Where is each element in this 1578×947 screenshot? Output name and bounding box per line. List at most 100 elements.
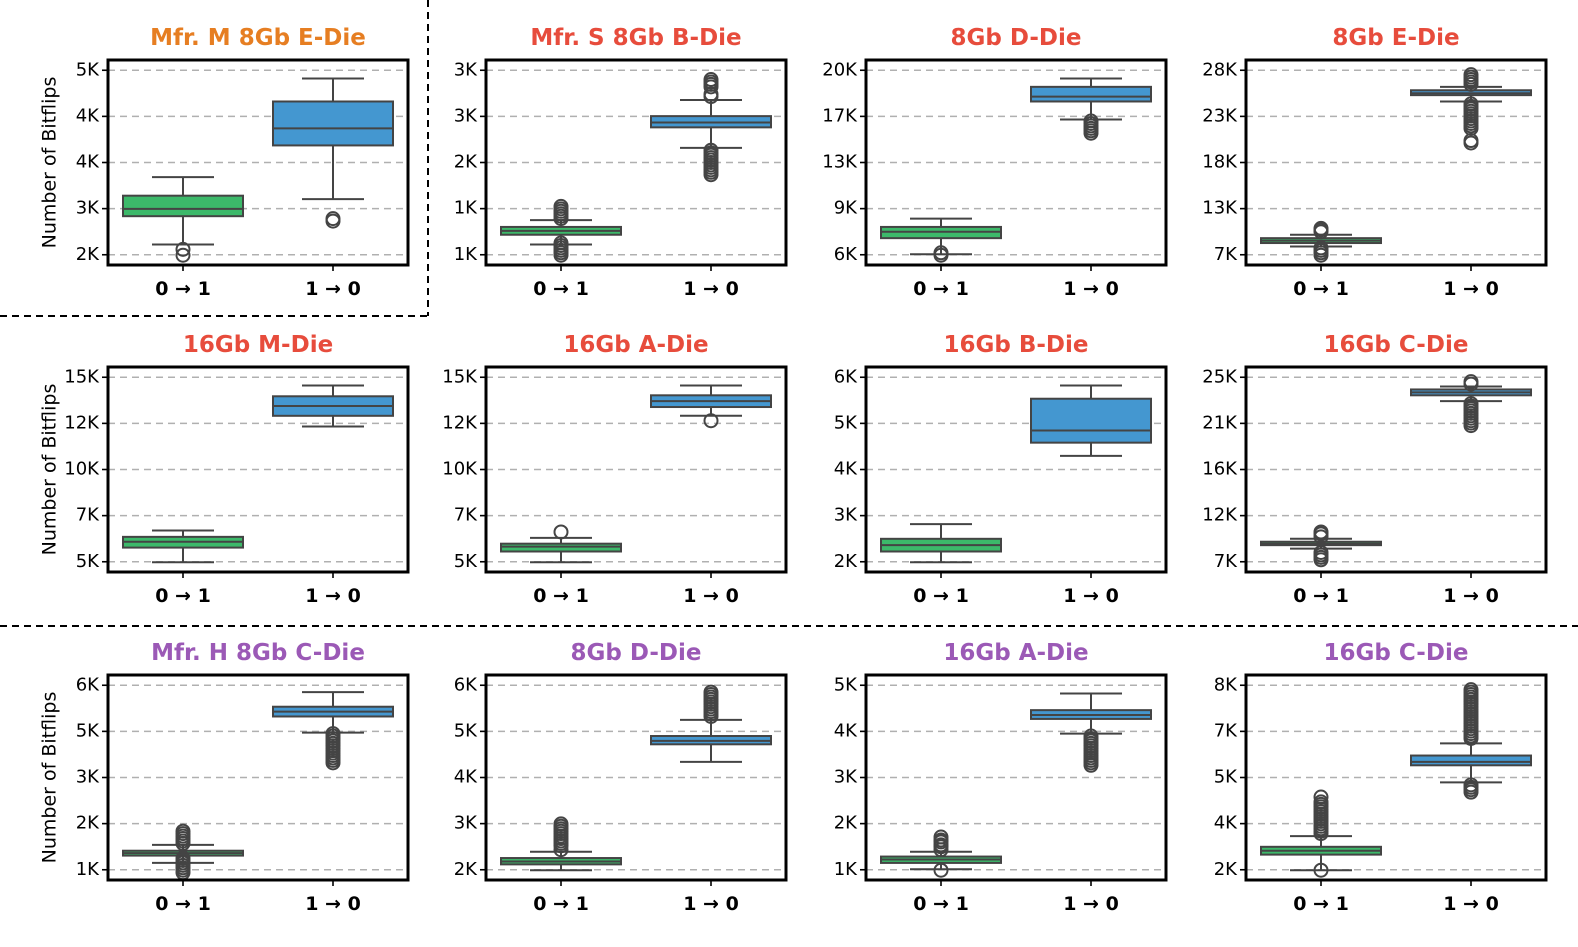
x-tick-label: 1 → 0: [1063, 585, 1119, 607]
box-1to0: [1410, 374, 1532, 434]
outlier-point: [1463, 777, 1479, 793]
x-tick-label: 0 → 1: [913, 893, 969, 915]
box-1to0: [272, 691, 394, 771]
y-tick-label: 2K: [454, 859, 478, 880]
y-tick-label: 3K: [76, 767, 100, 788]
outlier-point: [1313, 789, 1329, 805]
box-0to1: [122, 823, 244, 881]
chart-panel-5: 16Gb M-Die Number of Bitflips 5K 7K 10K 12K 15…: [39, 332, 410, 607]
y-tick-label: 5K: [76, 720, 100, 741]
box-1to0: [1410, 67, 1532, 151]
y-tick-label: 9K: [834, 198, 858, 219]
y-tick-label: 6K: [76, 674, 100, 695]
box-1to0: [650, 684, 772, 763]
y-tick-label: 6K: [454, 674, 478, 695]
x-tick-label: 1 → 0: [1443, 893, 1499, 915]
panel-title: 8Gb D-Die: [571, 640, 702, 666]
y-tick-label: 12K: [1202, 505, 1238, 526]
plot-frame: [864, 365, 1168, 574]
plot-frame: [864, 673, 1168, 882]
y-tick-label: 4K: [454, 767, 478, 788]
y-tick-label: 5K: [1214, 767, 1238, 788]
y-tick-label: 10K: [64, 459, 100, 480]
box-0to1: [500, 198, 622, 263]
outlier-point: [553, 816, 569, 832]
y-tick-label: 5K: [454, 720, 478, 741]
outlier-point: [325, 726, 341, 742]
box-1to0: [1030, 384, 1152, 457]
panel-title: 16Gb C-Die: [1324, 640, 1469, 666]
y-tick-label: 7K: [1214, 244, 1238, 265]
outlier-point: [1313, 240, 1329, 256]
chart-panel-2: Mfr. S 8Gb B-Die 1K 1K 2K 3K 3K 0 → 1 1 → 0: [454, 25, 788, 300]
outlier-point: [325, 211, 341, 227]
outlier-point: [553, 198, 569, 214]
panel-title: 16Gb C-Die: [1324, 332, 1469, 358]
outlier-point: [1463, 682, 1479, 698]
y-tick-label: 1K: [454, 198, 478, 219]
y-axis-label: Number of Bitflips: [39, 692, 61, 864]
x-tick-label: 0 → 1: [1293, 278, 1349, 300]
outlier-point: [175, 241, 191, 257]
y-tick-label: 6K: [834, 244, 858, 265]
y-tick-label: 15K: [442, 366, 478, 387]
box-iqr: [272, 100, 394, 147]
y-tick-label: 21K: [1202, 412, 1238, 433]
outlier-point: [1313, 524, 1329, 540]
plot-frame: [484, 673, 788, 882]
outlier-point: [1083, 728, 1099, 744]
plot-frame: [864, 58, 1168, 267]
chart-panel-4: 8Gb E-Die 7K 13K 18K 23K 28K 0 → 1 1 → 0: [1202, 25, 1548, 300]
outlier-point: [933, 862, 949, 878]
outlier-point: [703, 413, 719, 429]
plot-frame: [1244, 365, 1548, 574]
x-tick-label: 0 → 1: [1293, 893, 1349, 915]
panel-title: Mfr. S 8Gb B-Die: [530, 25, 741, 51]
y-tick-label: 2K: [834, 813, 858, 834]
y-tick-label: 7K: [1214, 720, 1238, 741]
plot-frame: [1244, 58, 1548, 267]
box-iqr: [1030, 85, 1152, 103]
y-tick-label: 5K: [454, 551, 478, 572]
outlier-point: [1463, 96, 1479, 112]
plot-frame: [106, 365, 410, 574]
outlier-point: [1463, 396, 1479, 412]
y-tick-label: 1K: [76, 859, 100, 880]
box-iqr: [1030, 397, 1152, 444]
x-tick-label: 0 → 1: [155, 585, 211, 607]
box-0to1: [880, 829, 1002, 878]
y-tick-label: 3K: [834, 767, 858, 788]
chart-panel-10: 8Gb D-Die 2K 3K 4K 5K 6K 0 → 1 1 → 0: [454, 640, 788, 915]
x-tick-label: 1 → 0: [305, 278, 361, 300]
outlier-point: [175, 247, 191, 263]
x-tick-label: 1 → 0: [1063, 278, 1119, 300]
box-0to1: [500, 816, 622, 872]
chart-panel-9: Mfr. H 8Gb C-Die Number of Bitflips 1K 2K 3K…: [39, 640, 410, 915]
plot-frame: [106, 673, 410, 882]
outlier-point: [553, 235, 569, 251]
panel-title: 16Gb B-Die: [943, 332, 1088, 358]
y-tick-label: 4K: [834, 459, 858, 480]
y-tick-label: 2K: [76, 813, 100, 834]
y-tick-label: 15K: [64, 366, 100, 387]
chart-panel-1: Mfr. M 8Gb E-Die Number of Bitflips 2K 3K 4K…: [39, 25, 410, 300]
box-1to0: [272, 77, 394, 229]
y-tick-label: 7K: [454, 505, 478, 526]
y-tick-label: 5K: [834, 674, 858, 695]
chart-panel-3: 8Gb D-Die 6K 9K 13K 17K 20K 0 → 1 1 → 0: [822, 25, 1168, 300]
panels: Mfr. M 8Gb E-Die Number of Bitflips 2K 3K 4K…: [39, 25, 1548, 915]
box-1to0: [650, 72, 772, 183]
outlier-point: [553, 524, 569, 540]
y-tick-label: 3K: [834, 505, 858, 526]
x-tick-label: 1 → 0: [1063, 893, 1119, 915]
y-tick-label: 2K: [1214, 859, 1238, 880]
x-tick-label: 0 → 1: [155, 893, 211, 915]
y-tick-label: 2K: [454, 152, 478, 173]
y-tick-label: 12K: [64, 412, 100, 433]
outlier-point: [1313, 544, 1329, 560]
panel-title: 8Gb E-Die: [1332, 25, 1459, 51]
chart-panel-11: 16Gb A-Die 1K 2K 3K 4K 5K 0 → 1 1 → 0: [834, 640, 1168, 915]
y-tick-label: 16K: [1202, 459, 1238, 480]
y-tick-label: 3K: [76, 198, 100, 219]
x-tick-label: 1 → 0: [305, 893, 361, 915]
